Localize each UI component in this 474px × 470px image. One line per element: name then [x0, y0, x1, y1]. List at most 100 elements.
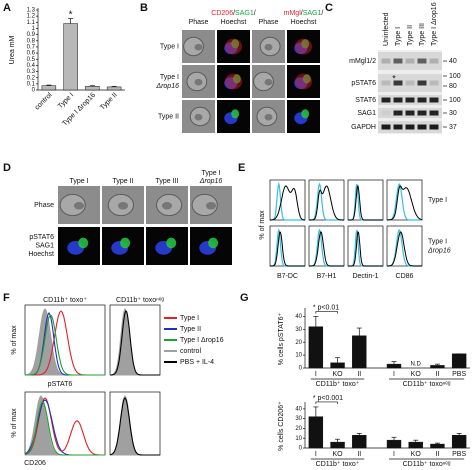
row-label: Type I: [428, 197, 447, 204]
y-tick-label: 0: [299, 366, 303, 372]
y-axis-label: % of max: [259, 210, 266, 240]
column-header: Phase: [189, 19, 209, 26]
y-axis-label: % of max: [11, 408, 18, 438]
row-label: Δrop16: [427, 247, 451, 254]
significance-mark: *: [69, 9, 73, 20]
row-label: Phase: [34, 202, 54, 209]
band: [417, 124, 427, 130]
band: [381, 110, 391, 116]
histogram-sample: [270, 231, 305, 267]
cell-body: [194, 78, 203, 86]
parasite: [231, 39, 240, 49]
lane-label: Type III: [419, 23, 426, 46]
band: [381, 124, 391, 130]
y-tick-label: 40: [295, 406, 302, 412]
y-tick-label: 0.1: [27, 81, 36, 87]
y-tick-label: 1.1: [27, 20, 36, 26]
column-header: Type III: [156, 178, 179, 185]
y-tick-label: 0.3: [27, 69, 36, 75]
panel-letter: E: [238, 162, 245, 174]
band: [393, 124, 403, 130]
bar: [386, 439, 402, 449]
band: [417, 110, 427, 116]
header-part: /: [233, 10, 235, 17]
cell-body: [205, 201, 217, 210]
histogram-control: [270, 181, 305, 221]
band: [393, 97, 403, 103]
x-label: Dectin-1: [352, 273, 378, 280]
column-header: Δrop16: [199, 178, 223, 185]
band: [417, 58, 427, 64]
bar: [386, 363, 402, 369]
cell: [253, 71, 274, 92]
header-part: SAG1: [235, 10, 254, 17]
x-tick-label: I: [315, 451, 317, 458]
bar: [352, 335, 367, 369]
band: [405, 58, 415, 64]
parasite: [231, 109, 240, 119]
x-tick-label: Type I: [57, 92, 75, 110]
stain: [224, 73, 243, 90]
column-header: Type I: [69, 178, 88, 185]
band: [393, 80, 403, 86]
group-label: CD11b⁺ toxo⁺: [316, 381, 360, 388]
y-tick-label: 0.4: [27, 63, 36, 69]
y-tick-label: 0: [299, 446, 303, 452]
parasite: [166, 237, 177, 249]
group-label: CD11b⁺ toxoⁿᵉᵍ: [403, 381, 451, 388]
column-header: Hoechst: [291, 19, 317, 26]
legend-label: PBS + IL-4: [180, 359, 214, 366]
protein-label: mMgl1/2: [349, 58, 376, 65]
bar: [85, 86, 100, 91]
cell-body: [117, 201, 129, 210]
bar: [330, 362, 345, 369]
x-tick-label: I: [393, 371, 395, 378]
x-tick-label: KO: [411, 451, 422, 458]
header-part: CD206: [211, 10, 233, 17]
x-label: pSTAT6: [48, 381, 73, 388]
bar: [451, 353, 467, 369]
protein-label: GAPDH: [351, 124, 376, 131]
histogram-frame: [347, 179, 384, 221]
cell-body: [194, 113, 203, 121]
histogram-line: [109, 397, 160, 456]
histogram-line: [24, 401, 105, 456]
bar: [430, 365, 445, 369]
x-label: B7-H1: [317, 273, 337, 280]
band: [381, 97, 391, 103]
band: [381, 58, 391, 64]
row-label: Type II: [158, 113, 179, 120]
y-tick-label: 0.6: [27, 51, 36, 57]
lane-label: Type I Δrop16: [431, 2, 438, 46]
y-tick-label: 20: [295, 340, 302, 346]
x-label: CD206: [24, 460, 46, 467]
y-tick-label: 0.9: [27, 32, 36, 38]
bar: [430, 443, 445, 449]
blot-strip: [378, 52, 442, 70]
column-header: Phase: [259, 19, 279, 26]
stain: [294, 73, 313, 90]
header-part: mMgl: [284, 10, 302, 17]
stain: [224, 38, 243, 55]
column-header: CD11b⁺ toxoⁿᵉᵍ: [116, 297, 164, 304]
histogram-line: [110, 310, 160, 376]
histogram-sample: [387, 231, 422, 267]
panel-letter: B: [140, 2, 148, 14]
header-part: SAG1: [303, 10, 322, 17]
y-tick-label: 1: [32, 26, 36, 32]
y-axis-label: % of max: [11, 325, 18, 355]
panel-letter: D: [3, 162, 11, 174]
lane-label: Type I: [395, 27, 402, 46]
mw-marker: 37: [449, 124, 457, 131]
x-tick-label: KO: [333, 371, 344, 378]
row-label: Type I: [428, 238, 447, 245]
histogram-sample: [348, 231, 383, 267]
x-tick-label: I: [315, 371, 317, 378]
histogram-sample: [309, 185, 344, 221]
parasite: [302, 74, 311, 84]
panel-letter: F: [3, 292, 10, 304]
bar: [330, 441, 345, 449]
lane-label: Type II: [407, 25, 414, 46]
row-label: Type I: [160, 43, 179, 50]
cell-body: [73, 201, 85, 210]
